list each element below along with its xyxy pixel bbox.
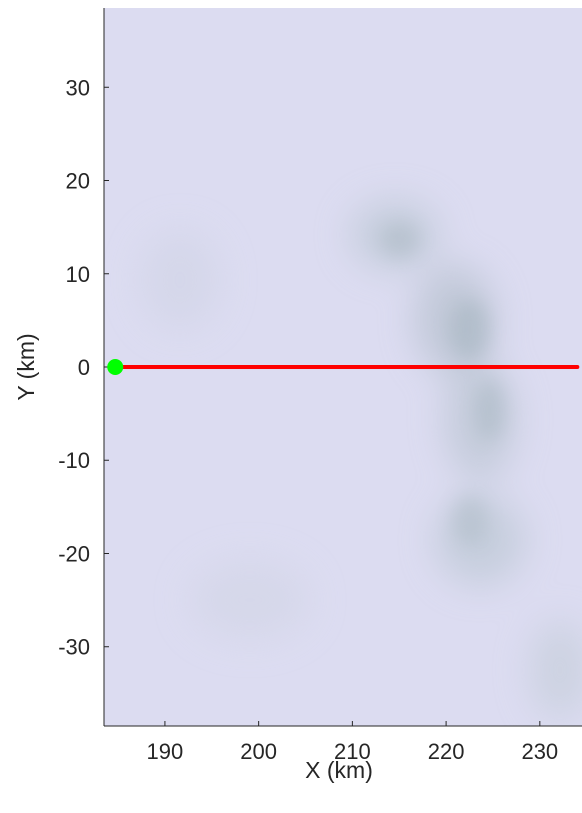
- y-tick-label: 30: [66, 75, 90, 100]
- y-tick-label: 10: [66, 262, 90, 287]
- x-tick-label: 200: [240, 739, 277, 764]
- x-axis-ticks: 190 200 210 220 230: [147, 721, 558, 764]
- y-tick-label: -30: [58, 635, 90, 660]
- x-tick-label: 230: [521, 739, 558, 764]
- x-tick-label: 190: [147, 739, 184, 764]
- y-tick-label: 20: [66, 169, 90, 194]
- start-point-marker: [107, 359, 124, 375]
- y-tick-label: -20: [58, 541, 90, 566]
- y-tick-label: 0: [78, 355, 90, 380]
- y-axis-ticks: 30 20 10 0 -10 -20 -30: [58, 75, 109, 660]
- y-tick-label: -10: [58, 448, 90, 473]
- x-tick-label: 220: [428, 739, 465, 764]
- x-axis-label: X (km): [305, 757, 373, 783]
- series-layer: [107, 359, 580, 375]
- x-tick-label: 210: [334, 739, 371, 764]
- y-axis-label: Y (km): [13, 333, 39, 400]
